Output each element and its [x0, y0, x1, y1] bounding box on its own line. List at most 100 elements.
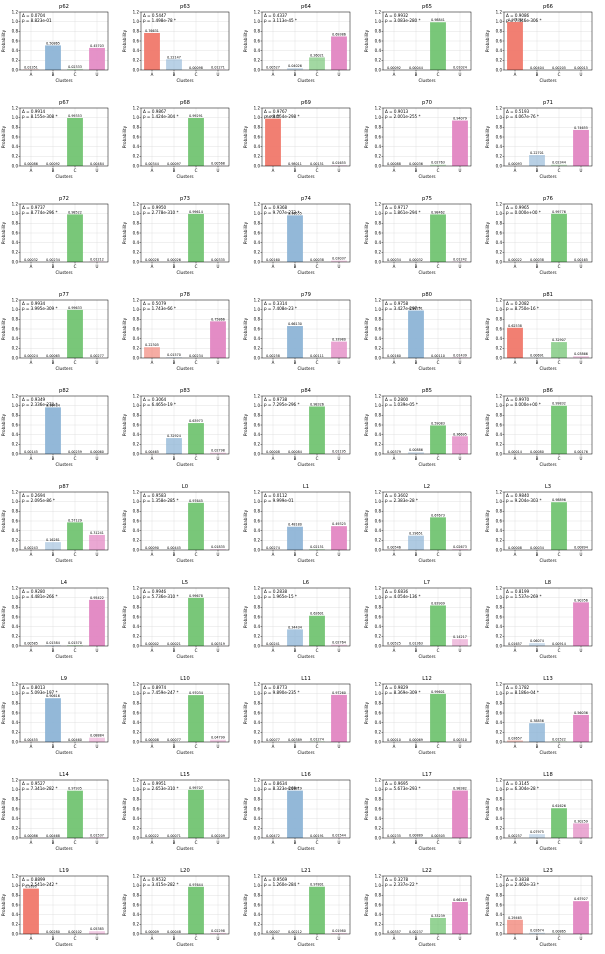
y-tick-label: 1.2: [254, 585, 261, 590]
bar-C: [188, 214, 204, 262]
y-tick-label: 0.2: [254, 442, 261, 447]
y-tick-label: 0.0: [12, 547, 19, 552]
p-value-stat: p = 2.095e-86 *: [22, 498, 55, 503]
y-tick-label: 0.2: [133, 250, 140, 255]
panel-title: p79: [301, 292, 311, 298]
bar-value-label-U: 0.01212: [90, 257, 104, 261]
p-value-stat: p = 4.067e-76 *: [506, 114, 539, 119]
x-tick-label: C: [437, 648, 440, 653]
x-tick-label: U: [96, 456, 99, 461]
y-tick-label: 1.0: [496, 787, 503, 792]
bar-value-label-C: 0.01522: [552, 737, 566, 741]
y-tick-label: 0.4: [375, 816, 382, 821]
x-tick-label: A: [514, 648, 517, 653]
bar-value-label-U: 0.03037: [332, 257, 346, 261]
y-tick-label: 0.8: [496, 125, 503, 130]
panel-title: p62: [59, 4, 69, 10]
bar-value-label-C: 0.57129: [68, 518, 82, 522]
y-axis-label: Probability: [122, 701, 127, 724]
bar-value-label-U: 0.00319: [211, 642, 225, 646]
y-tick-label: 0.8: [254, 413, 261, 418]
bar-C: [430, 605, 446, 646]
bar-B: [529, 723, 545, 742]
bar-value-label-U: 0.69386: [332, 32, 346, 36]
bar-value-label-B: 0.32924: [167, 434, 181, 438]
x-tick-label: B: [173, 936, 176, 941]
y-axis-label: Probability: [485, 29, 490, 52]
bar-value-label-C: 0.33239: [431, 914, 445, 918]
p-value-stat: p = 2.336e-270 *: [22, 402, 58, 407]
bar-value-label-C: 0.00205: [552, 66, 566, 70]
y-tick-label: 1.0: [375, 883, 382, 888]
y-tick-label: 0.0: [496, 259, 503, 264]
chart-panel-L16: L160.00.20.40.60.81.01.20.004720.978190.…: [242, 768, 363, 858]
x-axis-label: Clusters: [539, 750, 556, 755]
x-axis-label: Clusters: [539, 270, 556, 275]
y-tick-label: 0.4: [254, 624, 261, 629]
y-tick-label: 1.0: [254, 499, 261, 504]
bar-value-label-A: 0.00258: [266, 354, 280, 358]
y-tick-label: 0.6: [133, 38, 140, 43]
x-tick-label: B: [52, 72, 55, 77]
x-tick-label: A: [151, 936, 154, 941]
y-tick-label: 1.2: [133, 105, 140, 110]
p-value-stat: p = 8.186e-04 *: [506, 690, 539, 695]
y-tick-label: 1.2: [133, 873, 140, 878]
y-tick-label: 0.0: [496, 643, 503, 648]
bar-value-label-A: 0.00145: [24, 450, 38, 454]
p-value-stat: p = 1.358e-285 *: [143, 498, 179, 503]
bar-value-label-B: 0.01570: [167, 353, 181, 357]
panel-title: L17: [422, 772, 432, 778]
x-tick-label: A: [272, 552, 275, 557]
y-tick-label: 0.2: [133, 826, 140, 831]
x-tick-label: U: [96, 744, 99, 749]
panel-title: p66: [543, 4, 553, 10]
bar-U: [573, 823, 589, 838]
y-tick-label: 0.2: [12, 154, 19, 159]
x-tick-label: U: [580, 72, 583, 77]
x-tick-label: B: [536, 936, 539, 941]
y-tick-label: 0.8: [12, 221, 19, 226]
y-tick-label: 0.8: [375, 509, 382, 514]
x-tick-label: U: [217, 552, 220, 557]
x-tick-label: A: [393, 264, 396, 269]
panel-title: p69: [301, 100, 311, 106]
y-axis-label: Probability: [243, 125, 248, 148]
x-tick-label: U: [459, 744, 462, 749]
bar-value-label-U: 0.49325: [332, 522, 346, 526]
y-tick-label: 0.8: [375, 413, 382, 418]
x-tick-label: B: [294, 936, 297, 941]
y-tick-label: 0.4: [133, 816, 140, 821]
x-tick-label: C: [558, 840, 561, 845]
panel-title: p67: [59, 100, 69, 106]
y-tick-label: 0.0: [12, 931, 19, 936]
bar-value-label-C: 0.99353: [68, 114, 82, 118]
y-axis-label: Probability: [485, 317, 490, 340]
y-tick-label: 0.4: [375, 720, 382, 725]
bar-value-label-B: 0.00034: [530, 546, 544, 550]
y-tick-label: 0.8: [496, 509, 503, 514]
x-tick-label: A: [514, 456, 517, 461]
y-tick-label: 1.0: [496, 115, 503, 120]
x-axis-label: Clusters: [418, 942, 435, 947]
x-tick-label: U: [96, 264, 99, 269]
bar-value-label-B: 0.50865: [46, 41, 60, 45]
bar-value-label-C: 0.98841: [431, 18, 445, 22]
y-tick-label: 0.2: [133, 634, 140, 639]
y-tick-label: 0.4: [375, 432, 382, 437]
x-tick-label: A: [272, 936, 275, 941]
x-tick-label: B: [173, 360, 176, 365]
y-tick-label: 0.4: [254, 816, 261, 821]
x-tick-label: B: [536, 744, 539, 749]
x-axis-label: Clusters: [55, 462, 72, 467]
bar-value-label-U: 0.01537: [90, 833, 104, 837]
y-tick-label: 0.6: [375, 326, 382, 331]
y-tick-label: 0.0: [375, 451, 382, 456]
bar-value-label-B: 0.04026: [288, 64, 302, 68]
y-tick-label: 1.2: [496, 9, 503, 14]
y-tick-label: 1.0: [375, 211, 382, 216]
bar-value-label-A: 0.00243: [24, 546, 38, 550]
panel-title: p68: [180, 100, 190, 106]
